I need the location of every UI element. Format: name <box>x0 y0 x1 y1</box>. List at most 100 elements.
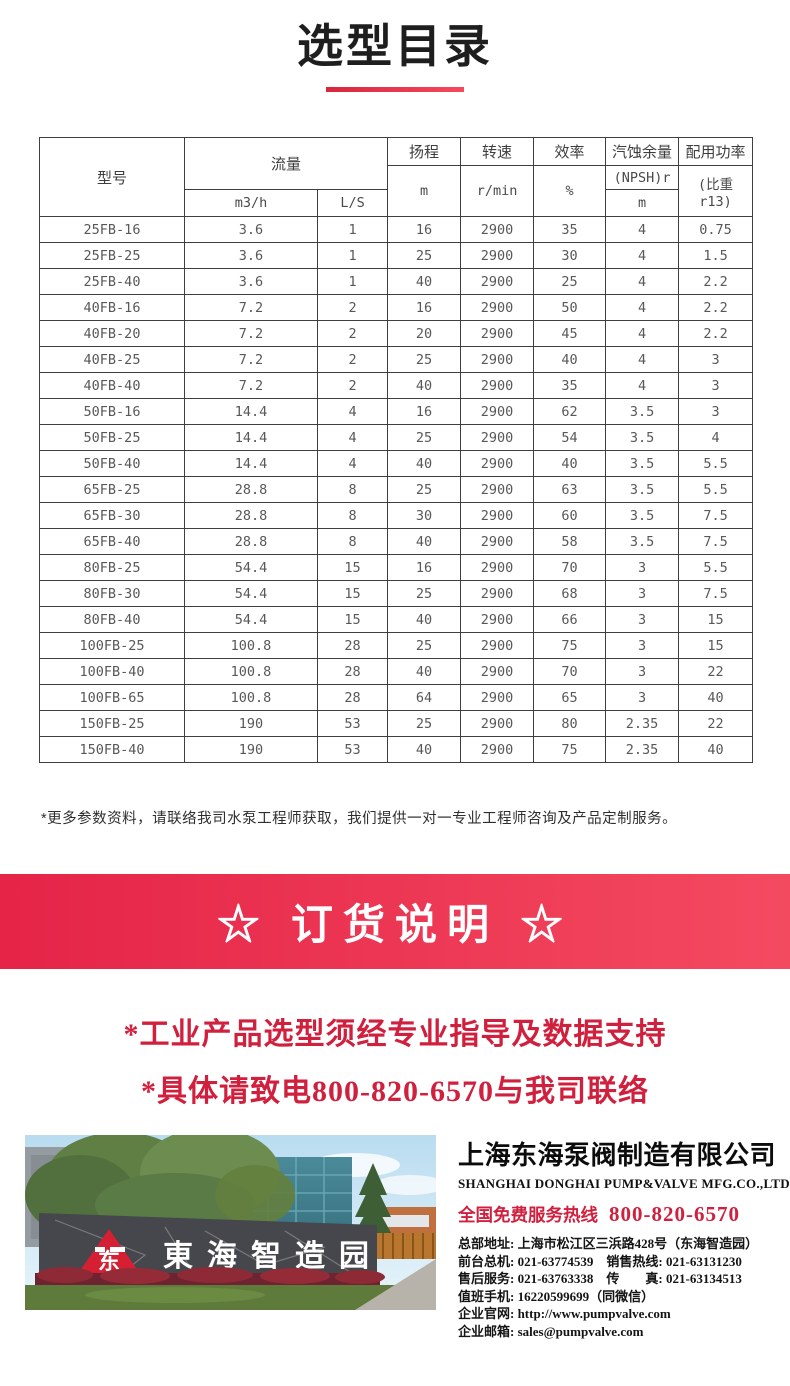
value-cell: 3.5 <box>605 476 680 503</box>
model-cell: 40FB-25 <box>39 346 185 373</box>
sign-text: 東海智造园 <box>163 1240 383 1273</box>
value-cell: 62 <box>533 398 607 425</box>
value-cell: 0.75 <box>678 216 754 243</box>
value-cell: 28.8 <box>184 476 318 503</box>
value-cell: 53 <box>316 710 389 737</box>
value-cell: 54.4 <box>184 554 318 581</box>
value-cell: 3.6 <box>184 242 318 269</box>
note-text: *更多参数资料，请联络我司水泵工程师获取，我们提供一对一专业工程师咨询及产品定制… <box>41 811 678 827</box>
value-cell: 3 <box>605 632 680 659</box>
col-header-model: 型号 <box>39 137 185 217</box>
value-cell: 2900 <box>460 554 535 581</box>
value-cell: 28 <box>316 658 389 685</box>
value-cell: 2.2 <box>678 268 754 295</box>
model-cell: 50FB-40 <box>39 450 185 477</box>
value-cell: 53 <box>316 736 389 763</box>
contact-mobile: 值班手机: 16220599699（同微信） <box>458 1288 655 1304</box>
value-cell: 2900 <box>460 372 535 399</box>
table-body: 25FB-16 3.6 1 16 2900 35 4 0.75 25FB-25 3.6 1 25 290… <box>39 216 754 763</box>
efficiency-unit: % <box>533 165 607 217</box>
value-cell: 15 <box>678 606 754 633</box>
value-cell: 4 <box>605 242 680 269</box>
value-cell: 64 <box>387 684 462 711</box>
contact-address: 总部地址: 上海市松江区三浜路428号（东海智造园） <box>458 1236 759 1251</box>
value-cell: 28 <box>316 632 389 659</box>
model-cell: 40FB-40 <box>39 372 185 399</box>
table-row: 50FB-40 14.4 4 40 2900 40 3.5 5.5 <box>39 450 754 477</box>
model-cell: 65FB-40 <box>39 528 185 555</box>
company-info: 上海东海泵阀制造有限公司 SHANGHAI DONGHAI PUMP&VALVE… <box>458 1135 790 1340</box>
head-unit: m <box>387 165 462 217</box>
value-cell: 7.5 <box>678 502 754 529</box>
value-cell: 4 <box>316 398 389 425</box>
contact-email: 企业邮箱: sales@pumpvalve.com <box>458 1323 644 1339</box>
value-cell: 2900 <box>460 476 535 503</box>
campus-photo: 东 東海智造园 <box>25 1135 436 1310</box>
value-cell: 25 <box>387 424 462 451</box>
value-cell: 2900 <box>460 606 535 633</box>
value-cell: 15 <box>678 632 754 659</box>
value-cell: 2 <box>316 372 389 399</box>
value-cell: 2900 <box>460 424 535 451</box>
value-cell: 2900 <box>460 528 535 555</box>
model-cell: 80FB-30 <box>39 580 185 607</box>
col-header-npsh: 汽蚀余量 <box>605 137 680 166</box>
value-cell: 16 <box>387 294 462 321</box>
table-row: 150FB-40 190 53 40 2900 75 2.35 40 <box>39 736 754 763</box>
table-row: 100FB-25 100.8 28 25 2900 75 3 15 <box>39 632 754 659</box>
value-cell: 7.2 <box>184 294 318 321</box>
value-cell: 63 <box>533 476 607 503</box>
value-cell: 68 <box>533 580 607 607</box>
value-cell: 22 <box>678 710 754 737</box>
svg-text:东: 东 <box>98 1249 120 1274</box>
value-cell: 190 <box>184 710 318 737</box>
model-cell: 50FB-16 <box>39 398 185 425</box>
model-cell: 50FB-25 <box>39 424 185 451</box>
value-cell: 70 <box>533 554 607 581</box>
value-cell: 22 <box>678 658 754 685</box>
value-cell: 5.5 <box>678 554 754 581</box>
value-cell: 16 <box>387 398 462 425</box>
value-cell: 3 <box>605 606 680 633</box>
value-cell: 2.2 <box>678 320 754 347</box>
table-row: 50FB-25 14.4 4 25 2900 54 3.5 4 <box>39 424 754 451</box>
value-cell: 7.2 <box>184 372 318 399</box>
model-cell: 40FB-20 <box>39 320 185 347</box>
table-row: 25FB-25 3.6 1 25 2900 30 4 1.5 <box>39 242 754 269</box>
value-cell: 3 <box>605 580 680 607</box>
value-cell: 4 <box>605 320 680 347</box>
service-hotline: 全国免费服务热线 800-820-6570 <box>458 1202 778 1227</box>
value-cell: 25 <box>387 710 462 737</box>
value-cell: 25 <box>387 632 462 659</box>
value-cell: 2900 <box>460 710 535 737</box>
value-cell: 25 <box>387 242 462 269</box>
value-cell: 40 <box>387 450 462 477</box>
value-cell: 4 <box>605 268 680 295</box>
value-cell: 100.8 <box>184 632 318 659</box>
table-row: 65FB-40 28.8 8 40 2900 58 3.5 7.5 <box>39 528 754 555</box>
value-cell: 3 <box>678 346 754 373</box>
power-sub-line2: r13) <box>699 193 732 210</box>
value-cell: 2 <box>316 320 389 347</box>
table-row: 40FB-40 7.2 2 40 2900 35 4 3 <box>39 372 754 399</box>
value-cell: 65 <box>533 684 607 711</box>
table-row: 50FB-16 14.4 4 16 2900 62 3.5 3 <box>39 398 754 425</box>
page-title: 选型目录 <box>297 20 493 72</box>
value-cell: 1.5 <box>678 242 754 269</box>
value-cell: 2 <box>316 346 389 373</box>
value-cell: 7.2 <box>184 320 318 347</box>
value-cell: 80 <box>533 710 607 737</box>
value-cell: 54 <box>533 424 607 451</box>
value-cell: 70 <box>533 658 607 685</box>
driveway <box>355 1259 436 1310</box>
value-cell: 4 <box>605 216 680 243</box>
value-cell: 40 <box>387 268 462 295</box>
value-cell: 3.5 <box>605 424 680 451</box>
value-cell: 2900 <box>460 580 535 607</box>
value-cell: 4 <box>316 450 389 477</box>
table-row: 100FB-65 100.8 28 64 2900 65 3 40 <box>39 684 754 711</box>
value-cell: 2900 <box>460 632 535 659</box>
table-row: 80FB-30 54.4 15 25 2900 68 3 7.5 <box>39 580 754 607</box>
table-row: 25FB-40 3.6 1 40 2900 25 4 2.2 <box>39 268 754 295</box>
value-cell: 40 <box>387 606 462 633</box>
